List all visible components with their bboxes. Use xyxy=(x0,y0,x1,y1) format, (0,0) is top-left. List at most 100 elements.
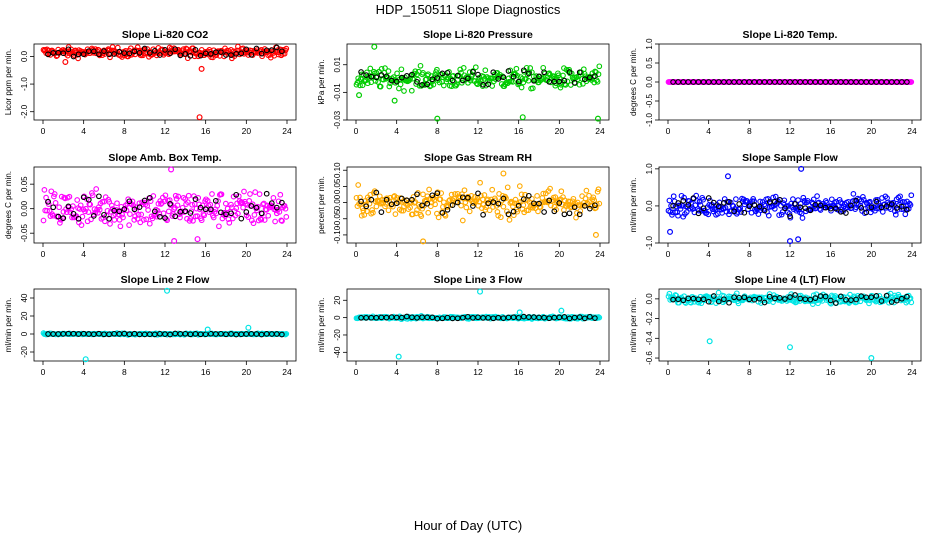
data-point-black xyxy=(868,294,875,301)
data-point xyxy=(210,214,217,221)
data-point-black xyxy=(459,77,466,84)
data-point xyxy=(382,65,388,71)
x-tick-label: 20 xyxy=(555,249,565,259)
data-point xyxy=(512,196,519,203)
data-point xyxy=(241,188,247,195)
data-point xyxy=(509,199,515,206)
data-point-black xyxy=(832,205,839,212)
data-point-black xyxy=(157,52,163,58)
data-point-black xyxy=(751,202,758,208)
data-point-black xyxy=(888,299,895,305)
y-tick-label: -0.10 xyxy=(333,225,342,244)
data-point-black xyxy=(263,190,270,197)
y-axis-label: percent per min. xyxy=(317,176,326,234)
data-point xyxy=(358,212,365,219)
panel-3: Slope Li-820 Temp. degrees C per min. 0 4 8 1… xyxy=(629,29,922,136)
data-point-black xyxy=(898,295,905,302)
data-point-black xyxy=(848,297,854,303)
outlier-point xyxy=(62,58,69,65)
data-point xyxy=(577,208,584,214)
data-point-black xyxy=(761,299,768,306)
data-point xyxy=(401,88,407,94)
outlier-point xyxy=(594,115,601,122)
data-point-black xyxy=(454,199,461,206)
data-point-black xyxy=(96,330,102,337)
data-point-black xyxy=(782,296,788,302)
y-tick-label: -40 xyxy=(333,346,342,358)
data-point xyxy=(184,199,191,205)
data-point xyxy=(107,221,113,227)
data-point xyxy=(377,83,384,90)
data-point-black xyxy=(705,195,712,201)
data-point-black xyxy=(700,205,707,212)
data-point xyxy=(108,202,115,209)
x-tick-label: 12 xyxy=(473,249,483,259)
outlier-point xyxy=(196,114,203,121)
data-point xyxy=(541,199,547,206)
data-point-black xyxy=(551,208,558,215)
data-point xyxy=(252,189,259,195)
data-point xyxy=(430,81,437,88)
data-point-black xyxy=(822,204,829,211)
data-point xyxy=(61,194,68,201)
data-point-black xyxy=(45,51,51,58)
data-point-black xyxy=(151,47,158,54)
data-point-black xyxy=(131,48,138,55)
data-point xyxy=(134,44,141,51)
outlier-point xyxy=(500,170,507,177)
data-point xyxy=(679,203,686,209)
data-point-black xyxy=(515,314,522,321)
data-point xyxy=(543,198,550,205)
outlier-point xyxy=(516,309,523,316)
data-point-black xyxy=(592,315,598,321)
data-point xyxy=(459,217,466,224)
outlier-point xyxy=(171,238,178,245)
data-point xyxy=(228,201,234,208)
data-point xyxy=(275,198,282,205)
data-point xyxy=(138,211,145,218)
data-point-black xyxy=(566,69,573,75)
data-point-black xyxy=(586,74,593,81)
outlier-point xyxy=(371,43,378,50)
data-point xyxy=(863,199,870,206)
data-point-black xyxy=(510,73,517,80)
data-point-black xyxy=(858,205,865,211)
data-point xyxy=(564,78,571,85)
data-point xyxy=(373,203,380,210)
data-point xyxy=(674,209,680,216)
data-point xyxy=(472,64,479,71)
data-point xyxy=(120,214,126,221)
data-point-black xyxy=(439,315,446,322)
data-point xyxy=(497,214,504,221)
data-point xyxy=(666,197,673,204)
data-point-black xyxy=(531,77,537,84)
data-point xyxy=(813,204,820,211)
panel-title: Slope Line 4 (LT) Flow xyxy=(735,274,846,286)
data-point-black xyxy=(253,45,260,52)
data-point xyxy=(51,193,57,200)
y-tick-label: 0.0 xyxy=(20,50,29,62)
x-tick-label: 8 xyxy=(122,367,127,377)
data-point-black xyxy=(771,198,778,205)
data-point-black xyxy=(802,205,809,211)
x-tick-label: 24 xyxy=(595,249,605,259)
data-point xyxy=(458,202,464,209)
y-tick-label: 1.0 xyxy=(645,163,654,175)
data-point-black xyxy=(495,200,502,207)
y-tick-label: 0.00 xyxy=(20,200,29,216)
data-point-black xyxy=(151,331,158,338)
data-point xyxy=(140,217,147,223)
data-point-black xyxy=(470,315,476,321)
data-point xyxy=(765,212,772,219)
data-point xyxy=(102,218,108,225)
data-point-black xyxy=(187,210,194,216)
data-point-black xyxy=(505,68,512,74)
data-point-black xyxy=(444,69,451,76)
x-tick-label: 20 xyxy=(242,367,252,377)
data-point xyxy=(850,191,857,197)
data-point xyxy=(222,200,229,207)
data-point xyxy=(77,202,84,209)
data-point xyxy=(494,209,501,215)
data-point-black xyxy=(536,73,542,80)
